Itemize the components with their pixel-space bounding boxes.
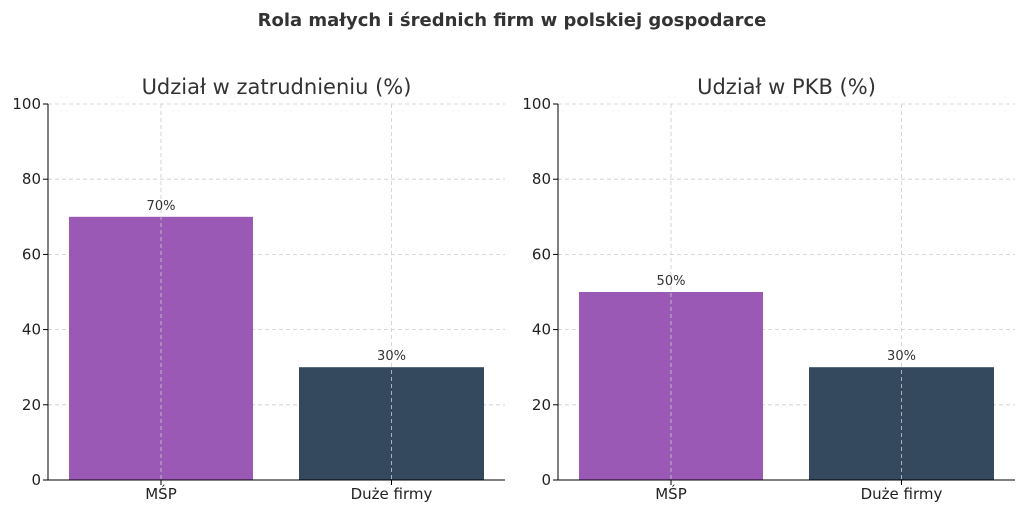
chart-title-gdp: Udział w PKB (%) <box>697 75 876 99</box>
y-tick-label: 80 <box>532 170 551 188</box>
chart-panel-employment: Udział w zatrudnieniu (%) 0 20 40 60 80 100 70%… <box>12 75 505 503</box>
x-tick-label: Duże firmy <box>351 485 433 503</box>
data-label: 30% <box>377 349 406 364</box>
y-tick-label: 40 <box>22 321 41 339</box>
y-tick-label: 100 <box>522 95 551 113</box>
figure-title: Rola małych i średnich firm w polskiej g… <box>258 10 767 31</box>
y-tick-label: 20 <box>22 396 41 414</box>
y-tick-label: 20 <box>532 396 551 414</box>
y-tick-label: 80 <box>22 170 41 188</box>
x-tick-label: MŚP <box>655 484 687 503</box>
chart-title-employment: Udział w zatrudnieniu (%) <box>142 75 412 99</box>
y-tick-label: 0 <box>541 471 551 489</box>
y-tick-label: 0 <box>31 471 41 489</box>
x-tick-label: MŚP <box>145 484 177 503</box>
data-label: 50% <box>657 274 686 289</box>
y-tick-label: 40 <box>532 321 551 339</box>
y-tick-label: 100 <box>12 95 41 113</box>
y-tick-label: 60 <box>22 245 41 263</box>
x-tick-label: Duże firmy <box>861 485 943 503</box>
data-label: 30% <box>887 349 916 364</box>
chart-panel-gdp: Udział w PKB (%) 0 20 40 60 80 100 50% MŚP 30% Duż… <box>522 75 1015 503</box>
data-label: 70% <box>147 199 176 214</box>
y-tick-label: 60 <box>532 245 551 263</box>
